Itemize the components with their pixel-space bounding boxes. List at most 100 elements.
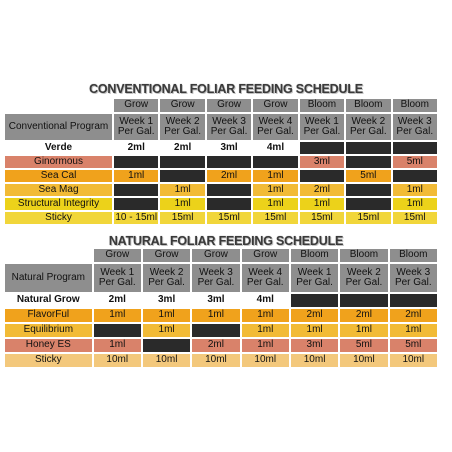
week-label: Week 3 xyxy=(212,115,246,127)
unit-label: Per Gal. xyxy=(210,126,248,137)
week-label: Week 1 xyxy=(100,266,135,278)
dose-cell: 1ml xyxy=(160,184,205,196)
dose-cell: 2ml xyxy=(290,309,339,322)
dose-cell: 10ml xyxy=(192,354,240,367)
program-label: Conventional Program xyxy=(5,114,113,140)
week-header: Week 3 Per Gal. xyxy=(192,264,240,292)
blank-header-cell xyxy=(5,249,92,262)
week-label: Week 4 xyxy=(248,266,283,278)
dose-cell: 1ml xyxy=(93,309,141,322)
week-label: Week 2 xyxy=(149,266,184,278)
week-label: Week 2 xyxy=(165,115,200,127)
week-header: Week 1 Per Gal. xyxy=(114,114,159,140)
empty-dose-cell xyxy=(206,184,252,196)
empty-dose-cell xyxy=(114,198,159,210)
unit-label: Per Gal. xyxy=(345,277,383,288)
week-header: Week 3 Per Gal. xyxy=(206,114,252,140)
dose-cell: 15ml xyxy=(160,212,205,224)
program-label: Natural Program xyxy=(5,264,92,292)
week-header: Week 1 Per Gal. xyxy=(299,114,345,140)
dose-cell: 4ml xyxy=(253,142,298,154)
stage-header: Bloom xyxy=(299,99,345,112)
unit-label: Per Gal. xyxy=(148,277,185,288)
dose-cell: 2ml xyxy=(114,142,159,154)
dose-cell: 10ml xyxy=(389,354,437,367)
product-name: Sticky xyxy=(5,212,113,224)
dose-cell: 2ml xyxy=(206,170,252,182)
stage-header: Bloom xyxy=(389,249,437,262)
dose-cell: 10ml xyxy=(340,354,388,367)
week-header: Week 1 Per Gal. xyxy=(93,264,141,292)
empty-dose-cell xyxy=(142,339,191,352)
product-name: Ginormous xyxy=(5,156,113,168)
conventional-schedule-table: Grow Grow Grow Grow Bloom Bloom Bloom Conventio… xyxy=(3,97,439,226)
dose-cell: 1ml xyxy=(241,309,289,322)
stage-header: Grow xyxy=(192,249,240,262)
stage-header: Grow xyxy=(206,99,252,112)
dose-cell: 1ml xyxy=(299,198,345,210)
empty-dose-cell xyxy=(114,156,159,168)
empty-dose-cell xyxy=(392,170,437,182)
unit-label: Per Gal. xyxy=(396,126,434,137)
dose-cell: 10 - 15ml xyxy=(114,212,159,224)
empty-dose-cell xyxy=(299,142,345,154)
product-row: Sticky 10ml 10ml 10ml 10ml 10ml 10ml 10ml xyxy=(5,354,437,367)
stage-header: Grow xyxy=(160,99,205,112)
empty-dose-cell xyxy=(340,294,388,307)
product-row: Natural Grow 2ml 3ml 3ml 4ml xyxy=(5,294,437,307)
dose-cell: 1ml xyxy=(253,184,298,196)
product-row: Ginormous 3ml 5ml xyxy=(5,156,437,168)
product-name: Sticky xyxy=(5,354,92,367)
dose-cell: 15ml xyxy=(253,212,298,224)
stage-header: Bloom xyxy=(346,99,391,112)
product-row: Equilibrium 1ml 1ml 1ml 1ml 1ml xyxy=(5,324,437,337)
dose-cell: 1ml xyxy=(142,309,191,322)
product-row: Honey ES 1ml 2ml 1ml 3ml 5ml 5ml xyxy=(5,339,437,352)
empty-dose-cell xyxy=(206,156,252,168)
dose-cell: 15ml xyxy=(392,212,437,224)
dose-cell: 15ml xyxy=(206,212,252,224)
empty-dose-cell xyxy=(160,156,205,168)
week-header: Week 2 Per Gal. xyxy=(340,264,388,292)
unit-label: Per Gal. xyxy=(349,126,387,137)
dose-cell: 1ml xyxy=(160,198,205,210)
dose-cell: 5ml xyxy=(389,339,437,352)
product-name: Sea Cal xyxy=(5,170,113,182)
empty-dose-cell xyxy=(346,142,391,154)
dose-cell: 1ml xyxy=(93,339,141,352)
empty-dose-cell xyxy=(114,184,159,196)
dose-cell: 5ml xyxy=(346,170,391,182)
dose-cell: 1ml xyxy=(241,324,289,337)
product-name: Equilibrium xyxy=(5,324,92,337)
dose-cell: 1ml xyxy=(389,324,437,337)
week-header: Week 3 Per Gal. xyxy=(389,264,437,292)
dose-cell: 10ml xyxy=(142,354,191,367)
week-header-row: Conventional Program Week 1 Per Gal. Week 2… xyxy=(5,114,437,140)
unit-label: Per Gal. xyxy=(246,277,284,288)
unit-label: Per Gal. xyxy=(394,277,432,288)
week-header: Week 3 Per Gal. xyxy=(392,114,437,140)
product-name: Natural Grow xyxy=(5,294,92,307)
week-label: Week 1 xyxy=(297,266,332,278)
empty-dose-cell xyxy=(346,156,391,168)
dose-cell: 4ml xyxy=(241,294,289,307)
week-label: Week 3 xyxy=(199,266,233,278)
week-header-row: Natural Program Week 1 Per Gal. Week 2 Per G… xyxy=(5,264,437,292)
product-name: Verde xyxy=(5,142,113,154)
product-row: Sea Cal 1ml 2ml 1ml 5ml xyxy=(5,170,437,182)
stage-header: Bloom xyxy=(290,249,339,262)
dose-cell: 10ml xyxy=(290,354,339,367)
stage-header-row: Grow Grow Grow Grow Bloom Bloom Bloom xyxy=(5,249,437,262)
empty-dose-cell xyxy=(253,156,298,168)
dose-cell: 2ml xyxy=(93,294,141,307)
dose-cell: 1ml xyxy=(192,309,240,322)
dose-cell: 1ml xyxy=(142,324,191,337)
week-label: Week 2 xyxy=(351,115,386,127)
unit-label: Per Gal. xyxy=(164,126,201,137)
product-row: Structural Integrity 1ml 1ml 1ml 1ml xyxy=(5,198,437,210)
stage-header: Bloom xyxy=(340,249,388,262)
empty-dose-cell xyxy=(290,294,339,307)
stage-header-row: Grow Grow Grow Grow Bloom Bloom Bloom xyxy=(5,99,437,112)
dose-cell: 2ml xyxy=(192,339,240,352)
product-row: FlavorFul 1ml 1ml 1ml 1ml 2ml 2ml 2ml xyxy=(5,309,437,322)
